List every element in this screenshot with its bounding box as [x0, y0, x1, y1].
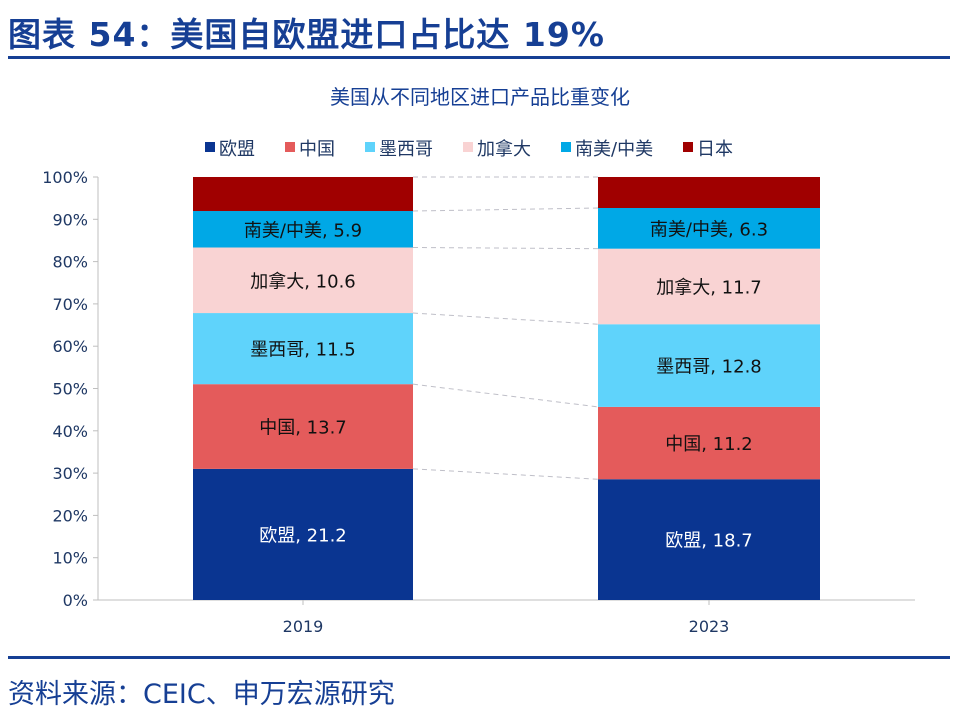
bar-segment: [598, 207, 820, 249]
bar-segment: [598, 406, 820, 480]
source-note: 资料来源：CEIC、申万宏源研究: [8, 679, 395, 710]
y-tick-label: 10%: [52, 549, 88, 568]
data-label: 欧盟, 21.2: [259, 525, 347, 546]
x-tick-label: 2023: [689, 617, 730, 636]
figure-title: 图表 54：美国自欧盟进口占比达 19%: [8, 15, 605, 54]
legend-swatch: [683, 142, 693, 152]
y-tick-label: 70%: [52, 295, 88, 314]
legend-label: 加拿大: [477, 138, 531, 160]
legend-swatch: [365, 142, 375, 152]
y-tick-label: 80%: [52, 253, 88, 272]
y-tick-label: 90%: [52, 210, 88, 229]
x-tick-label: 2019: [283, 617, 324, 636]
data-label: 南美/中美, 5.9: [244, 220, 362, 241]
bar-segment: [598, 479, 820, 600]
legend-label: 南美/中美: [575, 139, 653, 160]
legend-swatch: [463, 142, 473, 152]
bar-segment: [193, 247, 413, 314]
bar-segment: [193, 177, 413, 212]
bar-segment: [193, 313, 413, 385]
data-label: 中国, 11.2: [665, 434, 753, 455]
connector-line: [412, 468, 599, 480]
data-label: 加拿大, 11.7: [656, 276, 762, 298]
header-divider: [8, 56, 950, 59]
data-label: 墨西哥, 12.8: [656, 357, 762, 378]
bar-segment: [193, 384, 413, 469]
data-label: 南美/中美, 6.3: [650, 219, 768, 240]
bar-segment: [598, 177, 820, 208]
legend-swatch: [205, 142, 215, 152]
y-tick-label: 50%: [52, 380, 88, 399]
legend-swatch: [285, 142, 295, 152]
legend-label: 欧盟: [219, 139, 255, 160]
footer-divider: [8, 656, 950, 659]
y-tick-label: 40%: [52, 422, 88, 441]
y-tick-label: 100%: [42, 168, 88, 187]
data-label: 加拿大, 10.6: [250, 270, 356, 292]
data-label: 欧盟, 18.7: [665, 531, 753, 552]
data-label: 中国, 13.7: [259, 418, 347, 439]
legend-label: 墨西哥: [379, 139, 433, 160]
y-tick-label: 20%: [52, 506, 88, 525]
chart-title: 美国从不同地区进口产品比重变化: [330, 85, 630, 109]
bar-segment: [598, 248, 820, 325]
legend-swatch: [561, 142, 571, 152]
y-tick-label: 30%: [52, 464, 88, 483]
bar-segment: [193, 468, 413, 600]
connector-line: [412, 383, 599, 408]
connector-line: [412, 207, 599, 212]
legend-label: 中国: [299, 139, 335, 160]
bar-segment: [598, 324, 820, 407]
data-label: 墨西哥, 11.5: [250, 340, 356, 361]
y-tick-label: 0%: [63, 591, 88, 610]
legend-label: 日本: [697, 139, 733, 160]
connector-line: [412, 247, 599, 250]
y-tick-label: 60%: [52, 337, 88, 356]
bar-segment: [193, 211, 413, 248]
connector-line: [412, 312, 599, 325]
